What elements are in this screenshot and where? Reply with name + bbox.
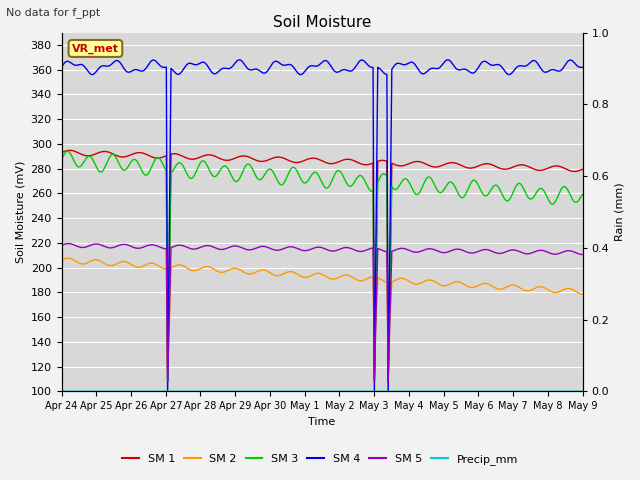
Y-axis label: Soil Moisture (mV): Soil Moisture (mV) <box>15 161 25 263</box>
Text: VR_met: VR_met <box>72 43 119 54</box>
Y-axis label: Rain (mm): Rain (mm) <box>615 182 625 241</box>
Text: No data for f_ppt: No data for f_ppt <box>6 7 100 18</box>
Title: Soil Moisture: Soil Moisture <box>273 15 371 30</box>
X-axis label: Time: Time <box>308 417 336 427</box>
Legend: SM 1, SM 2, SM 3, SM 4, SM 5, Precip_mm: SM 1, SM 2, SM 3, SM 4, SM 5, Precip_mm <box>118 450 522 469</box>
